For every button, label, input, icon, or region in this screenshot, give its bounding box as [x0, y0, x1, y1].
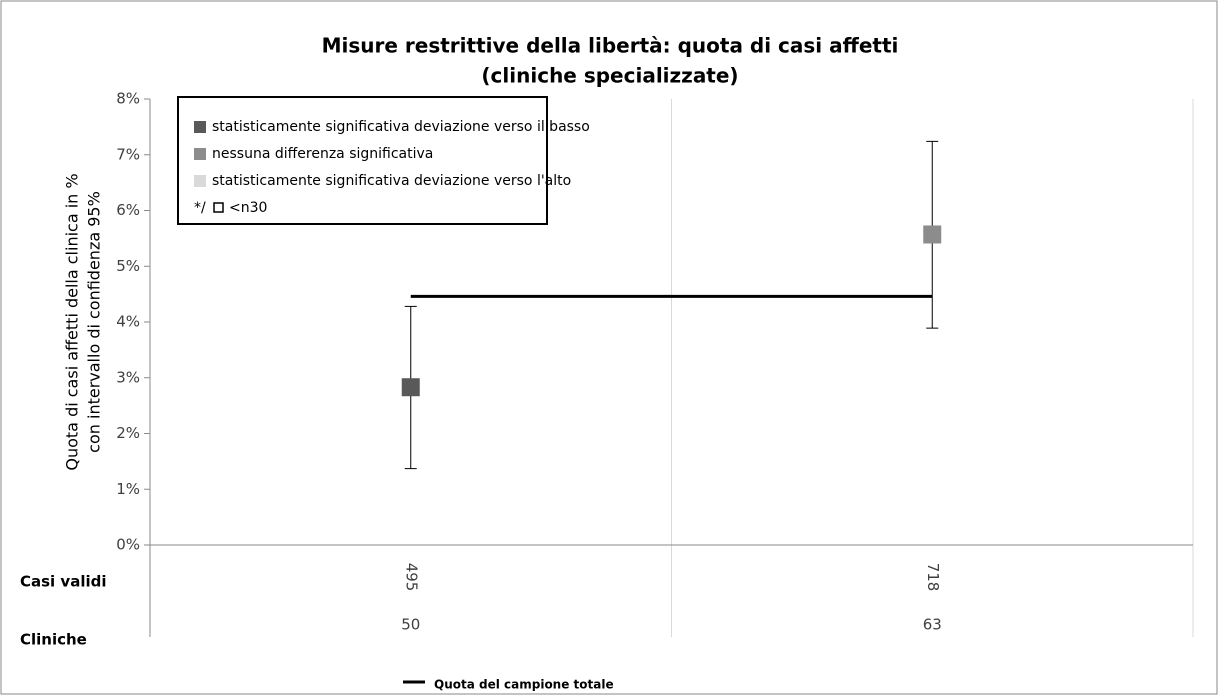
y-axis-title: Quota di casi affetti della clinica in %: [63, 173, 82, 470]
legend-note-prefix: */: [194, 200, 206, 216]
legend-box: [177, 96, 548, 225]
marker: [401, 378, 420, 397]
legend-swatch: [194, 175, 206, 187]
row-label: Cliniche: [20, 631, 87, 649]
x-tick-label: 495: [402, 563, 420, 592]
chart-title: (cliniche specializzate): [481, 64, 738, 88]
table-cell: 50: [401, 616, 420, 634]
y-tick-label: 1%: [116, 480, 140, 498]
y-tick-label: 2%: [116, 424, 140, 442]
table-cell: 63: [923, 616, 942, 634]
legend-swatch: [194, 121, 206, 133]
y-tick-label: 3%: [116, 368, 140, 386]
y-tick-label: 0%: [116, 536, 140, 554]
legend-swatch: [194, 148, 206, 160]
y-tick-label: 4%: [116, 313, 140, 331]
y-tick-label: 7%: [116, 145, 140, 163]
marker: [923, 225, 942, 244]
y-tick-label: 8%: [116, 90, 140, 108]
y-axis-title: con intervallo di confidenza 95%: [85, 191, 104, 453]
legend-label: statisticamente significativa deviazione…: [212, 173, 571, 189]
x-tick-label: 718: [924, 563, 942, 592]
legend-note-label: <n30: [229, 200, 267, 216]
legend-note-swatch: [213, 202, 224, 213]
legend-label: statisticamente significativa deviazione…: [212, 119, 590, 135]
legend-label: nessuna differenza significativa: [212, 146, 433, 162]
y-tick-label: 5%: [116, 257, 140, 275]
reference-legend-label: Quota del campione totale: [434, 678, 614, 692]
row-label: Casi validi: [20, 573, 106, 591]
y-tick-label: 6%: [116, 201, 140, 219]
chart-title: Misure restrittive della libertà: quota …: [322, 34, 899, 58]
